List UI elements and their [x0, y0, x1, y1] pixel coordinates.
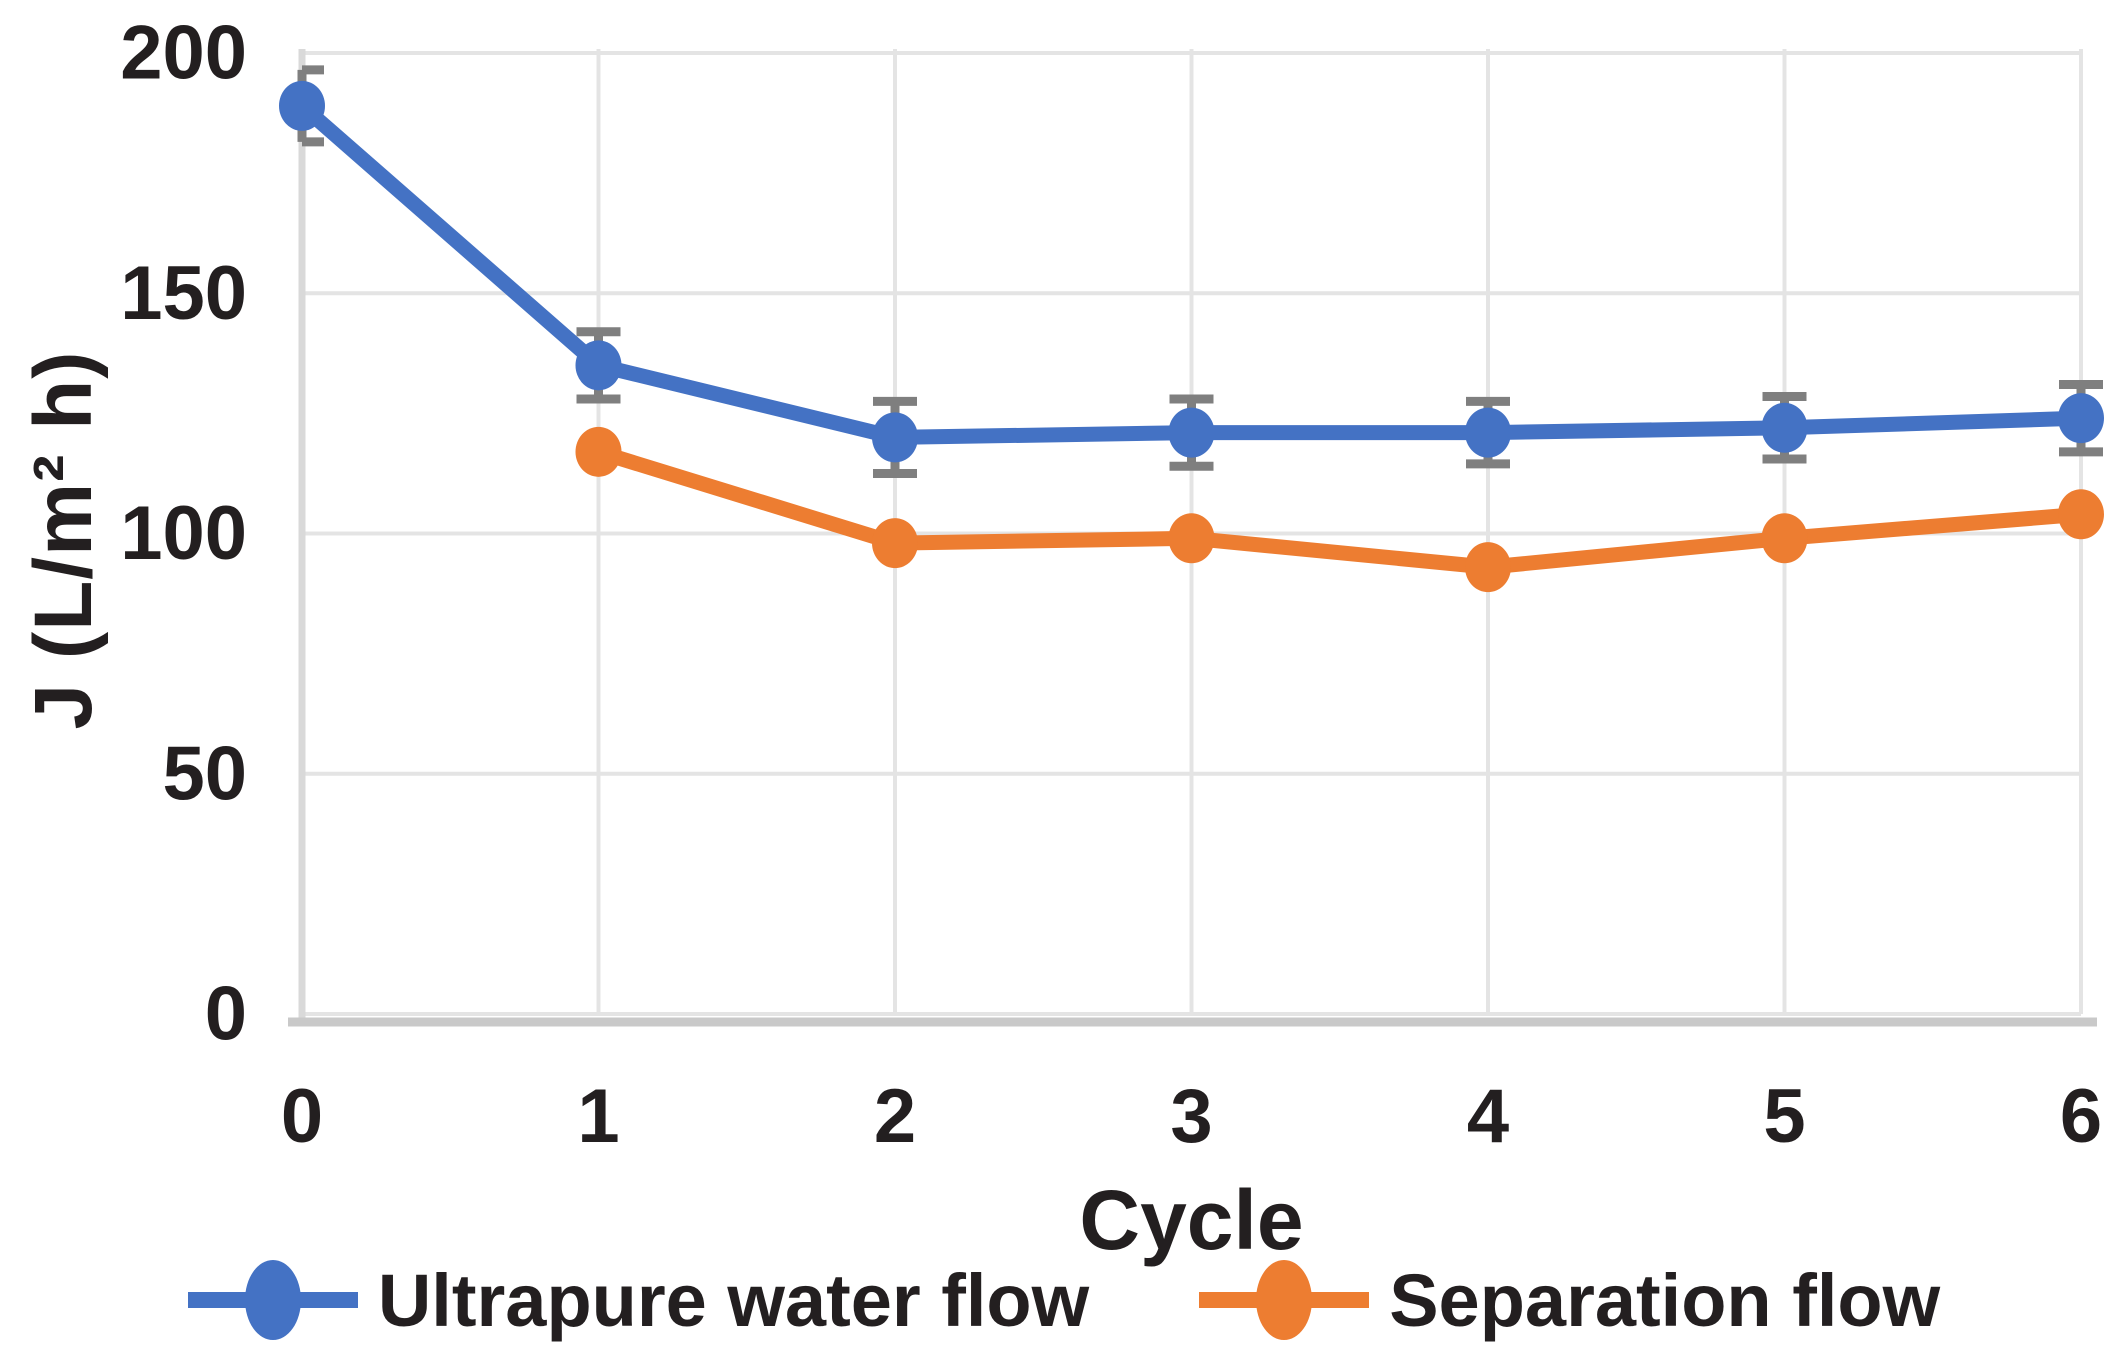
y-tick-label: 200: [120, 11, 247, 96]
data-point-series-1: [1465, 542, 1511, 593]
x-tick-label: 1: [577, 1074, 619, 1159]
data-point-series-0: [575, 340, 622, 391]
data-point-series-0: [2058, 393, 2104, 444]
x-tick-label: 0: [281, 1074, 323, 1159]
data-point-series-0: [279, 80, 325, 131]
data-point-series-1: [2058, 489, 2104, 540]
legend-dot-icon: [1256, 1260, 1313, 1340]
data-point-series-1: [872, 518, 918, 569]
x-tick-label: 2: [874, 1074, 916, 1159]
x-tick-label: 5: [1763, 1074, 1805, 1159]
legend-marker-ultrapure-icon: [187, 1260, 358, 1340]
legend-label-ultrapure: Ultrapure water flow: [377, 1258, 1090, 1342]
legend-label-separation: Separation flow: [1389, 1258, 1941, 1342]
legend-item-ultrapure-water-flow: Ultrapure water flow: [187, 1248, 1090, 1352]
y-tick-label: 150: [120, 251, 247, 336]
y-tick-label: 0: [205, 972, 247, 1057]
data-point-series-1: [575, 426, 622, 477]
legend-item-separation-flow: Separation flow: [1199, 1248, 1940, 1352]
x-tick-label: 3: [1170, 1074, 1212, 1159]
y-tick-label: 100: [120, 491, 247, 576]
data-point-series-0: [1168, 407, 1215, 458]
legend-marker-separation-icon: [1199, 1260, 1370, 1340]
legend-dot-icon: [244, 1260, 301, 1340]
data-point-series-0: [1465, 407, 1511, 458]
x-tick-label: 4: [1467, 1074, 1509, 1159]
data-point-series-1: [1761, 513, 1808, 564]
x-tick-label: 6: [2060, 1074, 2102, 1159]
data-point-series-0: [872, 412, 918, 463]
y-tick-label: 50: [162, 731, 247, 816]
series-line-1: [591, 444, 2089, 575]
data-point-series-0: [1761, 402, 1808, 453]
legend: Ultrapure water flow Separation flow: [0, 1248, 2128, 1352]
data-point-series-1: [1168, 513, 1215, 564]
x-axis-title: Cycle: [1079, 1173, 1304, 1267]
